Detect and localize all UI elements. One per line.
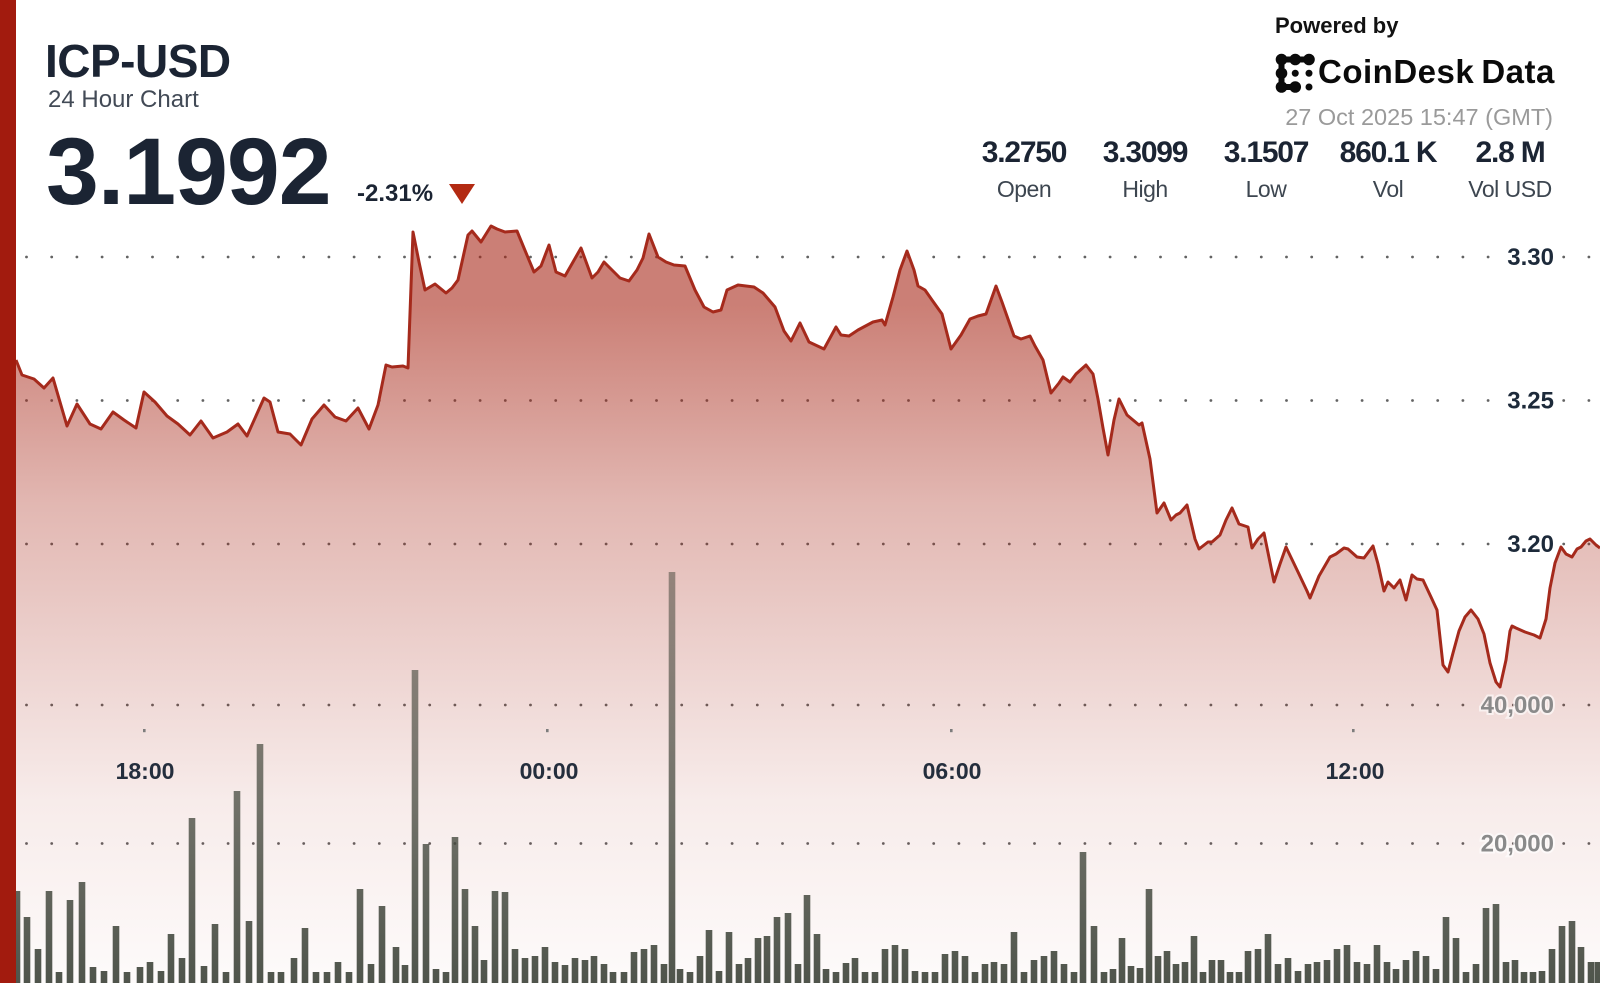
svg-text:3.25: 3.25 (1507, 388, 1554, 415)
svg-text:40,000: 40,000 (1481, 692, 1554, 719)
svg-text:20,000: 20,000 (1481, 831, 1554, 858)
svg-text:3.30: 3.30 (1507, 244, 1554, 271)
svg-text:06:00: 06:00 (923, 758, 982, 784)
svg-text:00:00: 00:00 (520, 758, 579, 784)
svg-text:18:00: 18:00 (116, 758, 175, 784)
svg-text:3.20: 3.20 (1507, 531, 1554, 558)
svg-text:12:00: 12:00 (1326, 758, 1385, 784)
